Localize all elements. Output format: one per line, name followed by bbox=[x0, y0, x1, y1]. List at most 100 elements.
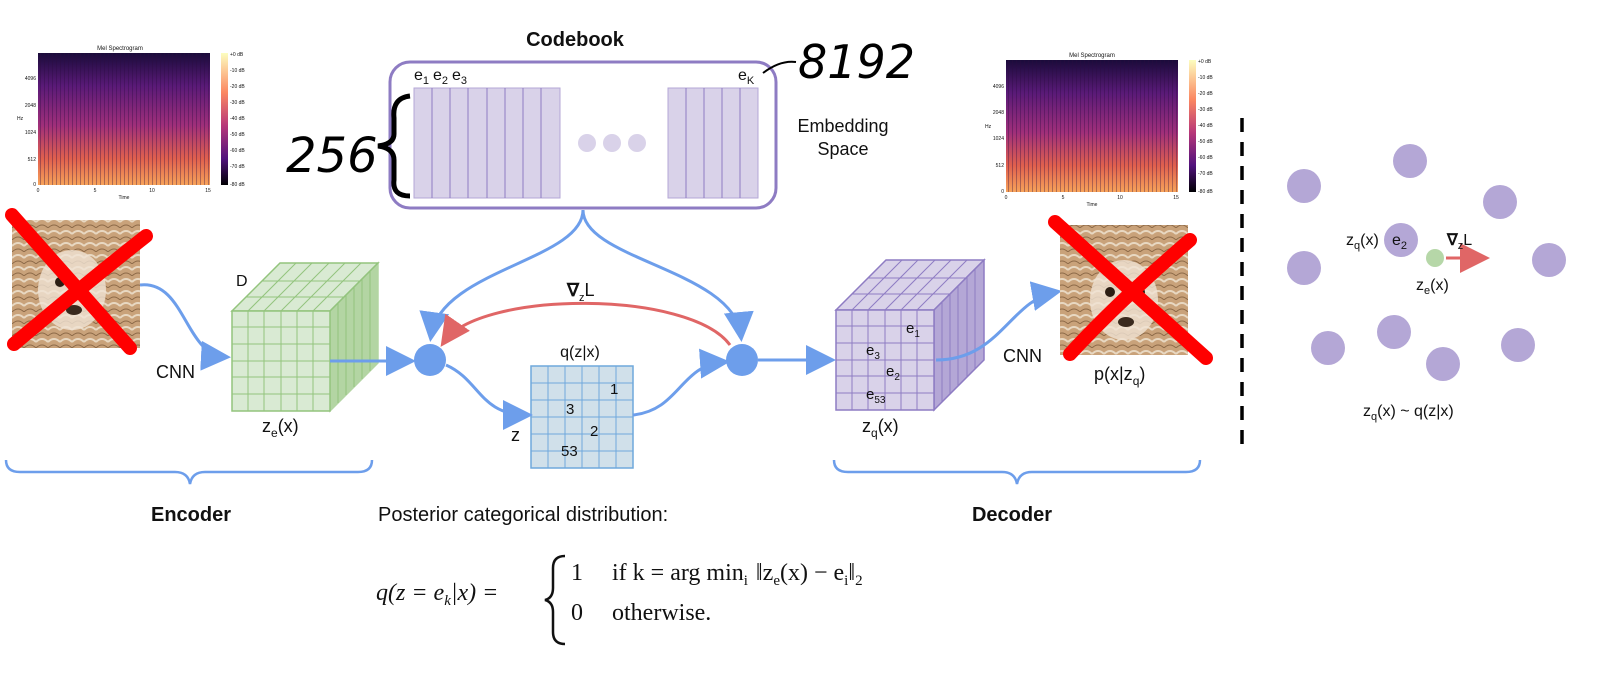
spectrogram-left: Mel Spectrogram 4096 2048 1024 512 0 Hz … bbox=[17, 46, 245, 201]
spec-cbar-tick: -80 dB bbox=[230, 182, 245, 188]
spec-cbar-tick: -60 dB bbox=[1198, 155, 1213, 161]
decoder-cube-label: e1 bbox=[906, 320, 920, 340]
decoder-zq-label: zq(x) bbox=[862, 416, 899, 440]
spec-cbar-tick: +0 dB bbox=[230, 52, 244, 58]
handwritten-pointer bbox=[762, 60, 797, 74]
formula-case1-value: 1 bbox=[571, 560, 583, 586]
formula-brace bbox=[544, 554, 566, 646]
spec-colorbar bbox=[221, 53, 228, 185]
handwritten-8192: 8192 bbox=[798, 35, 915, 89]
cross-mark bbox=[1063, 233, 1197, 361]
codebook-e3: e3 bbox=[452, 67, 467, 87]
codebook-ellipsis bbox=[578, 134, 646, 152]
spec-ytick: 512 bbox=[996, 163, 1005, 169]
grid-to-node-arrow bbox=[632, 348, 730, 417]
quantize-node-left bbox=[414, 344, 446, 376]
spec-cbar-tick: -60 dB bbox=[230, 148, 245, 154]
encoder-input-arrow bbox=[139, 283, 231, 371]
spec-cbar-tick: -30 dB bbox=[230, 100, 245, 106]
posterior-value: 53 bbox=[561, 443, 578, 460]
encoder-depth-label: D bbox=[236, 273, 248, 290]
spec-xtick: 15 bbox=[1173, 195, 1179, 201]
codebook-vectors-left bbox=[413, 87, 561, 199]
handwritten-256: 256 bbox=[286, 128, 378, 184]
spec-cbar-tick: -40 dB bbox=[1198, 123, 1213, 129]
spec-xlabel: Time bbox=[1087, 202, 1098, 208]
quantize-node-right bbox=[726, 344, 758, 376]
spec-ytick: 512 bbox=[28, 157, 37, 163]
spec-cbar-tick: -70 dB bbox=[1198, 171, 1213, 177]
formula-case2-value: 0 bbox=[571, 600, 583, 626]
spec-cbar-tick: -50 dB bbox=[230, 132, 245, 138]
spec-ytick: 1024 bbox=[25, 130, 36, 136]
spec-ytick: 4096 bbox=[25, 76, 36, 82]
spec-xtick: 10 bbox=[1117, 195, 1123, 201]
decoder-output-label: p(x|zq) bbox=[1094, 364, 1145, 388]
encoder-ze-label: ze(x) bbox=[262, 416, 299, 440]
posterior-value: 1 bbox=[610, 381, 618, 398]
spec-cbar-tick: -50 dB bbox=[1198, 139, 1213, 145]
gradient-label: ∇zL bbox=[566, 280, 595, 304]
spec-cbar-tick: -10 dB bbox=[230, 68, 245, 74]
decoder-cube-label: e53 bbox=[866, 386, 886, 406]
codebook-eK: eK bbox=[738, 67, 755, 87]
decoder-cube bbox=[834, 258, 986, 412]
spec-xtick: 0 bbox=[37, 188, 40, 194]
spec-xtick: 10 bbox=[149, 188, 155, 194]
node-to-grid-arrow bbox=[445, 363, 533, 430]
cross-mark bbox=[5, 208, 137, 355]
embed-grad-label: ∇zL bbox=[1446, 232, 1472, 252]
posterior-grid bbox=[530, 365, 634, 469]
decoder-cube-label: e2 bbox=[886, 363, 900, 383]
spec-ytick: 2048 bbox=[993, 110, 1004, 116]
output-image-crossed bbox=[1048, 215, 1213, 365]
embed-ze-label: ze(x) bbox=[1416, 277, 1449, 297]
spec-cbar-tick: -20 dB bbox=[230, 84, 245, 90]
embed-caption: zq(x) ~ q(z|x) bbox=[1363, 403, 1454, 423]
posterior-value: 2 bbox=[590, 423, 598, 440]
posterior-value: 3 bbox=[566, 401, 574, 418]
spectrogram-title: Mel Spectrogram bbox=[1069, 53, 1115, 59]
input-image-crossed bbox=[5, 208, 153, 355]
embed-zq-label: zq(x) bbox=[1346, 232, 1379, 252]
spectrogram-right: Mel Spectrogram 4096 2048 1024 512 0 Hz … bbox=[985, 53, 1213, 208]
spec-ytick: 2048 bbox=[25, 103, 36, 109]
formula-lhs: q(z = ek|x) = bbox=[376, 580, 498, 609]
spec-xtick: 15 bbox=[205, 188, 211, 194]
formula-heading: Posterior categorical distribution: bbox=[378, 504, 668, 526]
spec-xtick: 0 bbox=[1005, 195, 1008, 201]
spec-ytick: 0 bbox=[33, 182, 36, 188]
spec-ylabel: Hz bbox=[985, 124, 992, 130]
gradient-arrow bbox=[440, 301, 732, 347]
embedding-points bbox=[1287, 144, 1566, 381]
codebook-vectors-right bbox=[667, 87, 759, 199]
codebook-e2: e2 bbox=[433, 67, 448, 87]
codebook-e1: e1 bbox=[414, 67, 429, 87]
handwritten-brace bbox=[377, 93, 411, 199]
codebook-to-right-node-arrow bbox=[581, 209, 754, 342]
spec-cbar-tick: -20 dB bbox=[1198, 91, 1213, 97]
formula-case1-condition: if k = arg mini ‖ze(x) − ei‖2 bbox=[612, 560, 863, 589]
posterior-z-label: z bbox=[511, 425, 520, 445]
embed-e2-label: e2 bbox=[1392, 232, 1407, 252]
spec-cbar-tick: -70 dB bbox=[230, 164, 245, 170]
decoder-cnn-label: CNN bbox=[1003, 346, 1042, 366]
spec-xlabel: Time bbox=[119, 195, 130, 201]
spec-cbar-tick: -80 dB bbox=[1198, 189, 1213, 195]
encoder-cube bbox=[230, 261, 380, 413]
formula-case2-condition: otherwise. bbox=[612, 600, 711, 626]
spec-xtick: 5 bbox=[1062, 195, 1065, 201]
spec-ytick: 1024 bbox=[993, 136, 1004, 142]
spec-ylabel: Hz bbox=[17, 116, 24, 122]
spec-cbar-tick: +0 dB bbox=[1198, 59, 1212, 65]
posterior-title: q(z|x) bbox=[560, 344, 600, 361]
encoder-cnn-label: CNN bbox=[156, 362, 195, 382]
spec-colorbar bbox=[1189, 60, 1196, 192]
spec-xtick: 5 bbox=[94, 188, 97, 194]
ze-point bbox=[1426, 249, 1444, 267]
spec-ytick: 4096 bbox=[993, 84, 1004, 90]
codebook-title: Codebook bbox=[526, 29, 625, 51]
codebook-to-left-node-arrow bbox=[419, 209, 585, 342]
spec-cbar-tick: -40 dB bbox=[230, 116, 245, 122]
